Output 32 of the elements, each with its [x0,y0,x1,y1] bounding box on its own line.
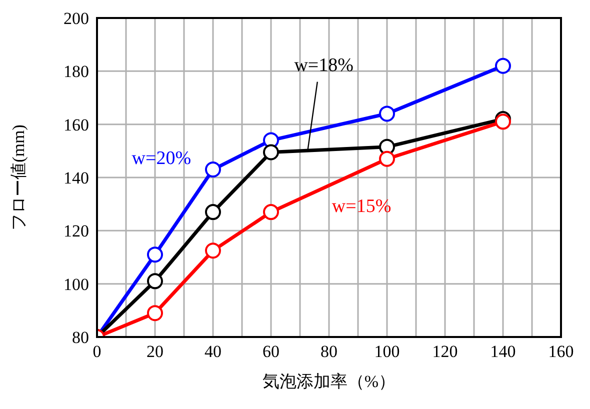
point [379,150,395,167]
series-label: w=15% [332,196,392,218]
y-axis-title: フロー値(mm) [9,124,28,230]
y-tick-label: 160 [64,115,89,134]
x-tick-label: 160 [548,342,574,362]
x-tick-label: 140 [490,342,516,362]
x-tick-label: 80 [320,342,338,362]
point [205,242,221,259]
series-label: w=20% [132,148,192,170]
x-tick-label: 100 [374,342,400,362]
x-tick-label: 20 [146,342,164,362]
x-tick-label: 120 [432,342,458,362]
point [147,273,163,290]
point [147,305,163,322]
x-tick-label: 60 [262,342,280,362]
point [263,204,279,220]
point [205,204,221,220]
x-tick-label: 0 [92,342,102,362]
text: w=18% [294,55,354,76]
point [495,58,511,74]
point [379,106,395,122]
y-tick-label: 140 [64,168,89,188]
y-tick-label: 120 [64,222,89,241]
point [205,162,221,178]
point [263,144,279,160]
y-tick-label: 180 [64,62,89,82]
y-tick-label: 200 [64,9,89,28]
point [147,246,163,263]
y-tick-label: 100 [64,274,89,294]
y-tick-label: 80 [72,328,89,348]
x-axis-title: 気泡添加率（%） [262,372,396,391]
x-tick-label: 40 [204,342,222,362]
